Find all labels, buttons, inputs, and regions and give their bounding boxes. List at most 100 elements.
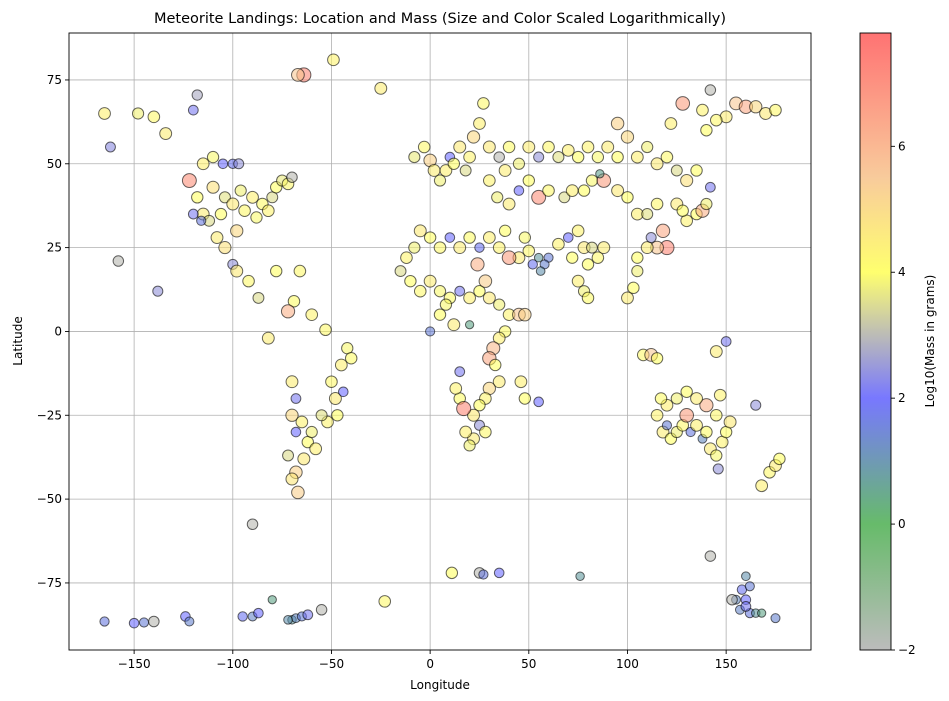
data-point	[595, 169, 605, 179]
data-point	[453, 241, 467, 255]
data-point	[191, 89, 203, 101]
data-point	[447, 157, 461, 170]
data-point	[267, 595, 277, 605]
data-point	[159, 127, 173, 141]
data-point	[404, 274, 417, 288]
data-point	[709, 345, 723, 358]
data-point	[650, 408, 664, 422]
data-point	[447, 318, 461, 332]
data-point	[285, 375, 299, 389]
data-point	[571, 224, 585, 238]
data-point	[661, 420, 673, 431]
data-point	[741, 571, 751, 582]
data-point	[327, 53, 340, 67]
x-tick-label: −100	[216, 657, 249, 671]
data-point	[464, 320, 475, 330]
data-point	[670, 392, 683, 405]
data-point	[611, 184, 625, 198]
data-point	[631, 264, 644, 278]
data-point	[230, 224, 244, 238]
data-point	[374, 81, 388, 95]
data-point	[233, 158, 245, 170]
data-point	[542, 140, 555, 154]
data-point	[131, 107, 145, 120]
x-tick-label: 0	[426, 657, 434, 671]
data-point	[417, 140, 431, 154]
data-point	[552, 237, 565, 251]
data-point	[206, 150, 220, 164]
data-point	[700, 124, 713, 137]
data-point	[217, 158, 229, 170]
data-point	[250, 211, 263, 224]
data-point	[522, 244, 536, 258]
data-point	[621, 291, 634, 305]
data-point	[700, 425, 713, 439]
data-point	[287, 295, 301, 308]
data-point	[413, 284, 427, 298]
data-point	[493, 298, 506, 311]
data-point	[704, 550, 717, 562]
data-point	[238, 204, 251, 218]
data-point	[581, 140, 595, 154]
data-point	[297, 452, 311, 466]
data-point	[493, 567, 505, 579]
data-point	[474, 242, 485, 253]
data-point	[477, 97, 490, 110]
y-tick-label: −50	[37, 492, 62, 506]
y-tick-label: 75	[47, 73, 62, 87]
data-point	[627, 281, 640, 295]
data-point	[712, 463, 724, 475]
data-point	[680, 385, 693, 398]
data-point	[99, 616, 110, 627]
data-point	[270, 264, 283, 278]
data-point	[498, 224, 512, 238]
data-point	[459, 164, 472, 177]
data-point	[631, 251, 644, 264]
data-point	[552, 151, 565, 164]
data-point	[562, 232, 574, 243]
data-point	[723, 415, 737, 429]
data-points	[98, 53, 786, 629]
plot-frame	[68, 32, 812, 651]
data-point	[566, 251, 579, 264]
data-point	[280, 304, 296, 319]
colorbar-tick-label: 2	[898, 391, 906, 405]
colorbar-tick-label: 6	[898, 139, 906, 153]
x-tick-label: 100	[616, 657, 639, 671]
data-point	[744, 581, 755, 592]
data-point	[533, 151, 545, 163]
data-point	[482, 291, 496, 305]
data-point	[585, 174, 599, 187]
data-point	[344, 352, 358, 365]
colorbar-tick-label: 0	[898, 517, 906, 531]
data-point	[319, 323, 332, 337]
data-point	[654, 392, 668, 405]
data-point	[463, 439, 476, 452]
data-point	[498, 164, 512, 177]
data-point	[206, 180, 220, 194]
data-point	[315, 409, 328, 422]
x-tick-label: 50	[521, 657, 536, 671]
data-point	[713, 388, 727, 402]
data-point	[680, 173, 694, 188]
data-point	[285, 472, 299, 486]
x-axis-ticks: −150 −100 −50 0 50 100 150	[118, 650, 738, 671]
data-point	[408, 241, 421, 254]
data-point	[492, 375, 506, 389]
data-point	[690, 392, 703, 405]
data-point	[456, 401, 472, 417]
data-point	[302, 609, 314, 621]
data-point	[104, 141, 116, 153]
data-point	[501, 250, 517, 265]
data-point	[152, 285, 164, 297]
data-point	[338, 386, 349, 398]
data-point	[773, 452, 786, 466]
data-point	[467, 408, 481, 422]
data-point	[518, 392, 532, 405]
data-point	[670, 164, 683, 177]
data-point	[291, 485, 305, 500]
data-point	[533, 396, 544, 408]
data-point	[463, 231, 476, 244]
data-point	[575, 571, 585, 581]
data-point	[459, 425, 473, 439]
